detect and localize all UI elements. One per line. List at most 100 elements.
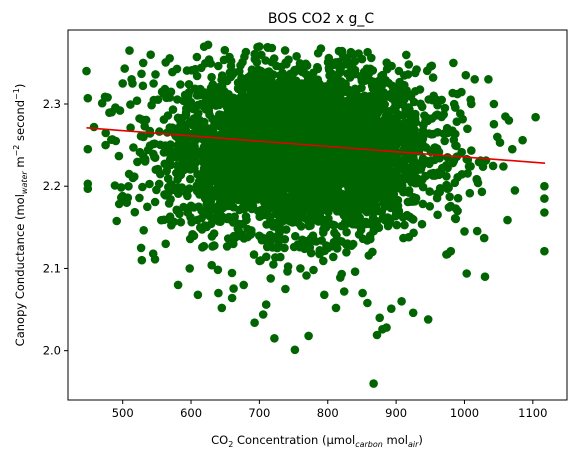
scatter-point (187, 217, 196, 227)
scatter-point (430, 145, 440, 155)
scatter-point (418, 199, 428, 209)
scatter-point (385, 179, 394, 188)
scatter-point (183, 191, 192, 201)
scatter-point (308, 216, 317, 225)
scatter-point (139, 152, 148, 161)
scatter-point (177, 113, 187, 123)
scatter-point (440, 136, 450, 146)
scatter-point (400, 220, 409, 230)
scatter-point (218, 191, 228, 201)
scatter-point (428, 73, 438, 82)
scatter-point (165, 54, 174, 63)
scatter-point (290, 345, 300, 355)
scatter-point (300, 114, 309, 123)
scatter-point (209, 241, 219, 250)
scatter-point (342, 227, 351, 237)
scatter-point (265, 230, 275, 240)
scatter-point (399, 233, 408, 243)
scatter-point (227, 268, 237, 278)
scatter-point (367, 181, 376, 190)
scatter-point (362, 207, 372, 217)
scatter-point (316, 164, 326, 174)
scatter-point (387, 131, 397, 141)
scatter-point (111, 136, 121, 146)
scatter-point (361, 217, 371, 227)
scatter-point (317, 139, 327, 149)
scatter-point (133, 157, 142, 167)
scatter-point (313, 83, 323, 92)
scatter-point (404, 186, 414, 195)
y-axis: 2.0 2.1 2.2 2.3 (43, 97, 68, 358)
scatter-point (298, 66, 308, 75)
scatter-point (217, 172, 226, 182)
scatter-point (449, 156, 459, 166)
scatter-point (362, 64, 372, 73)
scatter-point (205, 137, 214, 147)
scatter-point (228, 218, 238, 227)
scatter-point (241, 145, 251, 154)
scatter-point (379, 88, 388, 97)
scatter-point (115, 106, 125, 115)
scatter-point (540, 208, 549, 217)
scatter-point (234, 176, 243, 186)
scatter-point (135, 193, 144, 203)
scatter-point (321, 82, 330, 91)
scatter-point (231, 194, 240, 204)
scatter-point (402, 50, 411, 60)
scatter-point (369, 143, 378, 153)
scatter-point (323, 190, 333, 199)
scatter-point (313, 130, 323, 139)
scatter-point (316, 123, 325, 132)
scatter-point (150, 197, 160, 207)
scatter-point (212, 192, 221, 201)
scatter-point (202, 95, 211, 104)
scatter-point (357, 121, 367, 130)
scatter-point (332, 231, 341, 240)
scatter-point (132, 96, 142, 105)
x-tick-label: 800 (317, 406, 339, 420)
scatter-point (439, 129, 449, 138)
scatter-point (349, 122, 359, 132)
scatter-point (222, 76, 232, 86)
scatter-point (489, 119, 499, 129)
scatter-point (244, 122, 253, 132)
scatter-point (150, 254, 160, 264)
scatter-point (261, 300, 271, 309)
scatter-point (184, 91, 193, 101)
scatter-point (259, 198, 269, 207)
scatter-point (291, 231, 300, 241)
scatter-point (437, 95, 447, 105)
scatter-point (340, 191, 350, 200)
scatter-point (405, 212, 414, 222)
scatter-point (245, 103, 255, 112)
scatter-point (398, 181, 407, 191)
scatter-point (456, 109, 465, 118)
scatter-point (267, 81, 277, 90)
scatter-point (288, 76, 298, 86)
scatter-point (262, 108, 271, 117)
scatter-point (223, 200, 233, 209)
scatter-point (283, 267, 292, 276)
scatter-point (357, 54, 367, 64)
scatter-point (408, 112, 418, 122)
scatter-point (178, 161, 187, 171)
scatter-point (375, 313, 385, 323)
scatter-point (334, 122, 343, 131)
chart-title: BOS CO2 x g_C (268, 11, 374, 27)
scatter-point (510, 186, 520, 195)
scatter-point (367, 53, 376, 63)
scatter-point (280, 46, 290, 55)
scatter-point (239, 234, 249, 243)
scatter-point (214, 288, 223, 298)
scatter-point (352, 86, 361, 96)
scatter-point (118, 79, 127, 88)
scatter-point (107, 107, 116, 117)
scatter-point (358, 234, 368, 244)
scatter-point (195, 177, 204, 186)
scatter-point (261, 88, 271, 97)
scatter-point (463, 169, 472, 178)
scatter-point (250, 318, 259, 328)
scatter-point (291, 104, 301, 113)
scatter-point (337, 77, 346, 87)
scatter-point (186, 174, 195, 184)
